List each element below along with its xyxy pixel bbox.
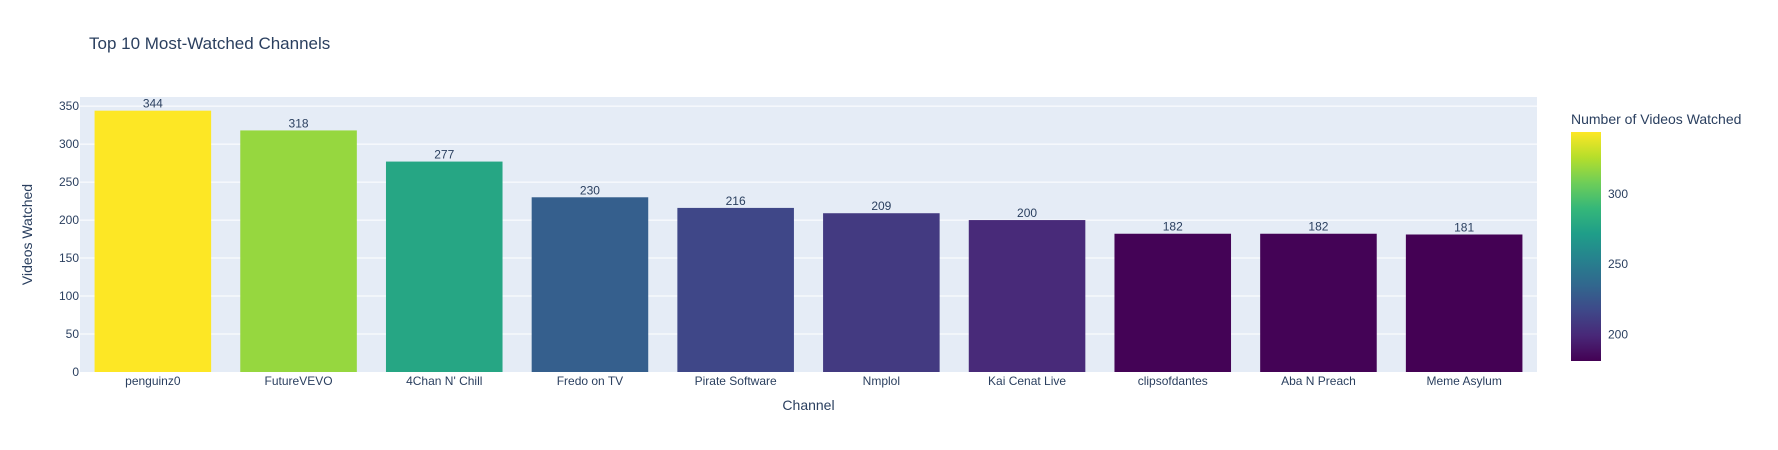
x-tick-label: Nmplol <box>863 374 900 388</box>
bar-value-label: 277 <box>434 148 454 162</box>
y-tick-label: 0 <box>72 365 79 379</box>
chart-title: Top 10 Most-Watched Channels <box>89 34 330 53</box>
colorbar-tick-label: 200 <box>1608 327 1628 341</box>
bar-labels: 344 318 277 230 216 209 200 182 182 181 <box>143 97 1475 235</box>
y-tick-label: 150 <box>59 251 79 265</box>
x-axis-ticks: penguinz0 FutureVEVO 4Chan N' Chill Fredo o… <box>125 374 1502 388</box>
bar <box>385 161 503 372</box>
x-tick-label: penguinz0 <box>125 374 181 388</box>
bar <box>968 220 1086 372</box>
bar <box>823 213 940 372</box>
bar <box>94 110 212 372</box>
bar <box>677 207 794 372</box>
bar-value-label: 344 <box>143 97 163 111</box>
y-tick-label: 350 <box>59 99 79 113</box>
x-tick-label: FutureVEVO <box>265 374 333 388</box>
colorbar-title: Number of Videos Watched <box>1571 111 1741 127</box>
bars <box>94 110 1523 372</box>
bar-value-label: 182 <box>1308 220 1328 234</box>
colorbar-tick-label: 250 <box>1608 257 1628 271</box>
y-tick-label: 100 <box>59 289 79 303</box>
y-axis-title: Videos Watched <box>19 184 35 285</box>
x-tick-label: Pirate Software <box>695 374 777 388</box>
x-tick-label: Meme Asylum <box>1426 374 1501 388</box>
colorbar <box>1571 132 1601 361</box>
bar-value-label: 182 <box>1163 220 1183 234</box>
bar <box>240 130 357 372</box>
y-axis-ticks: 0 50 100 150 200 250 300 350 <box>59 99 79 379</box>
bar <box>1114 233 1232 372</box>
x-tick-label: Fredo on TV <box>557 374 623 388</box>
bar <box>1260 233 1377 372</box>
x-axis-title: Channel <box>782 397 834 413</box>
y-tick-label: 50 <box>66 327 80 341</box>
y-tick-label: 250 <box>59 175 79 189</box>
bar-value-label: 230 <box>580 183 600 197</box>
bar <box>531 197 649 372</box>
x-tick-label: 4Chan N' Chill <box>406 374 482 388</box>
bar-value-label: 200 <box>1017 206 1037 220</box>
y-tick-label: 200 <box>59 213 79 227</box>
colorbar-ticks: 200 250 300 <box>1608 187 1628 341</box>
y-tick-label: 300 <box>59 137 79 151</box>
x-tick-label: clipsofdantes <box>1138 374 1208 388</box>
x-tick-label: Aba N Preach <box>1281 374 1356 388</box>
bar-value-label: 181 <box>1454 221 1474 235</box>
bar-value-label: 318 <box>289 116 309 130</box>
colorbar-tick-label: 300 <box>1608 187 1628 201</box>
x-tick-label: Kai Cenat Live <box>988 374 1066 388</box>
bar-value-label: 209 <box>871 199 891 213</box>
bar-value-label: 216 <box>726 194 746 208</box>
bar <box>1405 234 1523 372</box>
